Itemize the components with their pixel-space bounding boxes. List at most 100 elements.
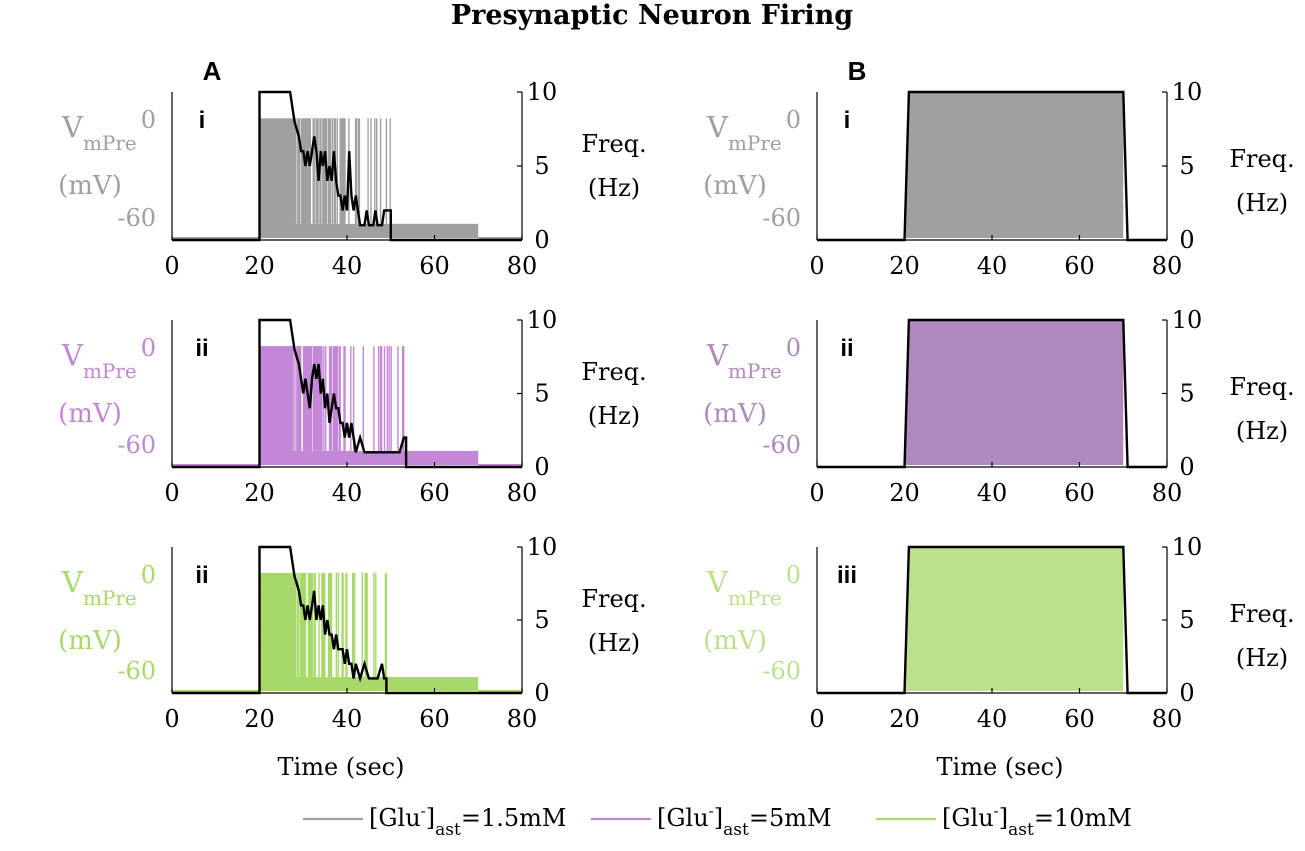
chart-3-x-tick-label: 0	[809, 252, 824, 280]
legend-label-close: ]	[714, 804, 723, 832]
legend-label-value: =10mM	[1034, 804, 1132, 832]
chart-1-row-label: ii	[195, 335, 208, 362]
legend-label-value: =5mM	[749, 804, 832, 832]
legend-label-close: ]	[999, 804, 1008, 832]
chart-4-x-tick-label: 20	[889, 479, 920, 507]
chart-2-row-label: ii	[195, 562, 208, 589]
chart-0-x-tick-label: 20	[244, 252, 275, 280]
chart-0-vm-burst	[259, 118, 291, 238]
chart-5-freq-tick-label: 0	[1179, 679, 1194, 707]
chart-3-x-tick-label: 60	[1064, 252, 1095, 280]
legend-label-prefix: [Glu	[657, 804, 709, 832]
chart-1-vm-burst	[259, 346, 291, 465]
chart-5-x-tick-label: 60	[1064, 705, 1095, 733]
chart-0-vm-axis-label-v: V	[61, 110, 84, 144]
chart-2-x-tick-label: 80	[507, 705, 538, 733]
chart-3-vm-spike-block	[904, 92, 1124, 238]
chart-0-vm-subthreshold-band	[259, 223, 479, 238]
chart-0-vm-axis-label-sub: mPre	[83, 131, 137, 155]
chart-5-vm-axis-label-v: V	[706, 565, 729, 599]
chart-0-vm-tick-label: 0	[141, 106, 156, 134]
chart-4-vm-tick-label: -60	[762, 431, 801, 459]
legend-label: [Glu-]ast=10mM	[942, 802, 1132, 840]
chart-4-x-tick-label: 40	[977, 479, 1008, 507]
chart-5-freq-tick-label: 5	[1179, 606, 1194, 634]
chart-0-x-tick-label: 40	[332, 252, 363, 280]
chart-4-x-tick-label: 80	[1152, 479, 1183, 507]
chart-0-freq-tick-label: 0	[534, 226, 549, 254]
chart-0-x-tick-label: 0	[164, 252, 179, 280]
chart-0-vm-tick-label: -60	[117, 204, 156, 232]
chart-4-vm-unit-label: (mV)	[703, 399, 767, 429]
chart-4-vm-axis-label: VmPre	[706, 338, 782, 383]
legend-label: [Glu-]ast=1.5mM	[369, 802, 566, 840]
chart-3-vm-axis-label-v: V	[706, 110, 729, 144]
x-axis-labels: Time (sec) Time (sec)	[278, 753, 1064, 781]
legend-label-sub: ast	[1008, 820, 1034, 840]
chart-0-freq-axis-label: Freq.	[581, 130, 646, 158]
legend-label-close: ]	[426, 804, 435, 832]
chart-2-vm-subthreshold-band	[259, 677, 479, 691]
chart-4-vm-tick-label: 0	[786, 334, 801, 362]
chart-1-freq-tick-label: 5	[534, 380, 549, 408]
legend-label-prefix: [Glu	[942, 804, 994, 832]
chart-0-freq-tick-label: 5	[534, 152, 549, 180]
panel-label-b: B	[848, 56, 867, 86]
chart-5-freq-tick-label: 10	[1172, 533, 1203, 561]
chart-1-freq-tick-label: 0	[534, 453, 549, 481]
chart-0-frequency-line	[172, 90, 522, 242]
chart-1-vm-axis-label-v: V	[61, 338, 84, 372]
chart-5-vm-unit-label: (mV)	[703, 626, 767, 656]
chart-2-vm-axis-label-sub: mPre	[83, 586, 137, 610]
chart-3-x-tick-label: 20	[889, 252, 920, 280]
x-axis-label-b: Time (sec)	[937, 753, 1064, 781]
chart-2-freq-tick-label: 0	[534, 679, 549, 707]
chart-5-vm-tick-label: -60	[762, 657, 801, 685]
chart-4-vm-axis-label-v: V	[706, 338, 729, 372]
chart-1-x-tick-label: 80	[507, 479, 538, 507]
legend-item-2: [Glu-]ast=10mM	[876, 802, 1132, 840]
chart-1-vm-tick-label: -60	[117, 431, 156, 459]
chart-2-freq-unit-label: (Hz)	[588, 629, 640, 657]
chart-3-vm-axis-label: VmPre	[706, 110, 782, 155]
chart-4-freq-tick-label: 0	[1179, 453, 1194, 481]
chart-1-freq-tick-label: 10	[527, 306, 558, 334]
chart-4-x-tick-label: 60	[1064, 479, 1095, 507]
chart-2-x-tick-label: 40	[332, 705, 363, 733]
chart-5-freq-unit-label: (Hz)	[1236, 644, 1288, 672]
chart-3-vm-axis-label-sub: mPre	[728, 131, 782, 155]
chart-2-freq-tick-label: 5	[534, 606, 549, 634]
chart-4-freq-unit-label: (Hz)	[1236, 417, 1288, 445]
chart-2-x-tick-label: 60	[419, 705, 450, 733]
legend-label-prefix: [Glu	[369, 804, 421, 832]
chart-5-freq-axis-label: Freq.	[1229, 600, 1294, 628]
chart-5-vm-axis-label: VmPre	[706, 565, 782, 610]
legend-item-1: [Glu-]ast=5mM	[591, 802, 832, 840]
chart-4-row-label: ii	[840, 335, 853, 362]
chart-4-freq-tick-label: 10	[1172, 306, 1203, 334]
chart-1-vm-axis-label-sub: mPre	[83, 359, 137, 383]
legend-item-0: [Glu-]ast=1.5mM	[303, 802, 566, 840]
chart-2-x-tick-label: 0	[164, 705, 179, 733]
chart-4-vm-axis-label-sub: mPre	[728, 359, 782, 383]
chart-1-vm-subthreshold-band	[259, 450, 479, 465]
chart-1-x-tick-label: 60	[419, 479, 450, 507]
chart-3-row-label: i	[844, 107, 851, 134]
legend-label-sup: -	[709, 802, 714, 820]
legend-label-sub: ast	[723, 820, 749, 840]
legend-label-sup: -	[994, 802, 999, 820]
chart-5-vm-tick-label: 0	[786, 561, 801, 589]
chart-0-row-label: i	[199, 107, 206, 134]
chart-3-vm-tick-label: -60	[762, 204, 801, 232]
chart-4-freq-tick-label: 5	[1179, 380, 1194, 408]
chart-1-freq-unit-label: (Hz)	[588, 402, 640, 430]
chart-0-vm-axis-label: VmPre	[61, 110, 137, 155]
chart-2-x-tick-label: 20	[244, 705, 275, 733]
